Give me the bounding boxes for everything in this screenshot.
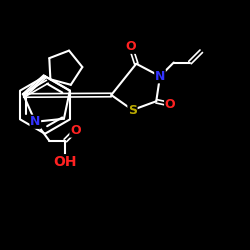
Text: OH: OH — [54, 155, 77, 169]
Text: S: S — [128, 104, 137, 117]
Text: N: N — [30, 115, 40, 128]
Text: N: N — [155, 70, 165, 83]
Text: O: O — [126, 40, 136, 53]
Text: O: O — [70, 124, 81, 137]
Text: O: O — [165, 98, 175, 111]
